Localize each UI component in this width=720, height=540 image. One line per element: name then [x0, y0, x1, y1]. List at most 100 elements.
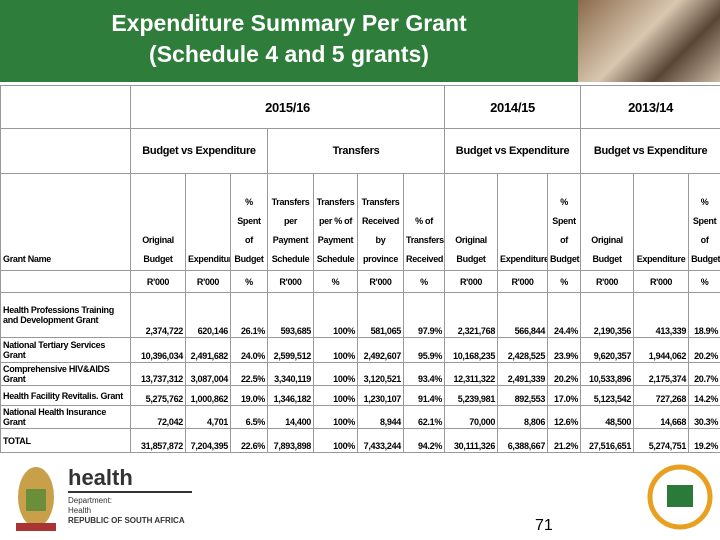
ring: [647, 464, 713, 530]
value-cell: 8,944: [357, 405, 404, 429]
column-header: Transfers per % of Payment Schedule: [313, 173, 358, 271]
value-cell: 31,857,872: [130, 428, 186, 453]
page-number: 71: [535, 517, 553, 534]
title-line: Expenditure Summary Per Grant: [111, 10, 467, 36]
unit-cell: R'000: [444, 270, 499, 293]
grant-name-header: Grant Name: [0, 173, 131, 271]
footer: health Department: Health REPUBLIC OF SO…: [0, 455, 720, 540]
value-cell: 1,230,107: [357, 385, 404, 406]
slide-title: Expenditure Summary Per Grant (Schedule …: [0, 8, 578, 70]
value-cell: 91.4%: [402, 385, 446, 406]
value-cell: 23.9%: [547, 337, 582, 363]
value-cell: 30,111,326: [444, 428, 499, 453]
data-row: National Tertiary Services Grant 10,396,0…: [0, 337, 720, 363]
photo: [578, 0, 720, 82]
column-header: Original Budget: [130, 173, 186, 271]
value-cell: 21.2%: [547, 428, 582, 453]
anniversary-logo: [647, 464, 713, 530]
grant-name: Health Facility Revitalis. Grant: [0, 385, 131, 406]
value-cell: 100%: [313, 362, 358, 386]
value-cell: 12,311,322: [444, 362, 499, 386]
value-cell: 10,168,235: [444, 337, 499, 363]
unit-cell: R'000: [267, 270, 314, 293]
value-cell: 581,065: [357, 292, 404, 338]
value-cell: 24.0%: [230, 337, 268, 363]
value-cell: 95.9%: [402, 337, 446, 363]
value-cell: 20.7%: [688, 362, 720, 386]
value-cell: 24.4%: [547, 292, 582, 338]
shield: [26, 489, 46, 511]
value-cell: 6.5%: [230, 405, 268, 429]
column-header: Expenditure: [633, 173, 690, 271]
value-cell: 17.0%: [547, 385, 582, 406]
value-cell: 70,000: [444, 405, 499, 429]
year-row: 2015/16 2014/15 2013/14: [0, 85, 720, 129]
data-row: TOTAL 31,857,872 7,204,395 22.6% 7,893,898 10…: [0, 428, 720, 453]
value-cell: 620,146: [185, 292, 231, 338]
value-cell: 2,491,682: [185, 337, 231, 363]
group-header: Budget vs Expenditure: [580, 128, 720, 174]
column-header: Transfers Received by province: [357, 173, 404, 271]
unit-cell: %: [547, 270, 582, 293]
value-cell: 9,620,357: [580, 337, 635, 363]
value-cell: 892,553: [497, 385, 549, 406]
group-header: Budget vs Expenditure: [444, 128, 582, 174]
value-cell: 2,321,768: [444, 292, 499, 338]
value-cell: 27,516,651: [580, 428, 635, 453]
value-cell: 2,428,525: [497, 337, 549, 363]
flag: [667, 485, 693, 507]
unit-cell: R'000: [580, 270, 635, 293]
value-cell: 13,737,312: [130, 362, 186, 386]
value-cell: 2,491,339: [497, 362, 549, 386]
data-row: Health Professions Training and Developm…: [0, 292, 720, 338]
value-cell: 727,268: [633, 385, 690, 406]
logo-rule: [68, 491, 192, 493]
value-cell: 62.1%: [402, 405, 446, 429]
value-cell: 4,701: [185, 405, 231, 429]
unit-cell: R'000: [130, 270, 186, 293]
value-cell: 22.6%: [230, 428, 268, 453]
unit-cell: %: [688, 270, 720, 293]
value-cell: 100%: [313, 428, 358, 453]
department-line: REPUBLIC OF SOUTH AFRICA: [68, 516, 185, 525]
unit-cell: R'000: [497, 270, 549, 293]
data-row: Health Facility Revitalis. Grant 5,275,76…: [0, 385, 720, 406]
value-cell: 5,239,981: [444, 385, 499, 406]
grant-name: TOTAL: [0, 428, 131, 453]
column-header: Expenditure: [185, 173, 231, 271]
value-cell: 566,844: [497, 292, 549, 338]
value-cell: 413,339: [633, 292, 690, 338]
column-header: % Spent of Budget: [230, 173, 268, 271]
group-header: Budget vs Expenditure: [130, 128, 268, 174]
department-line: Health: [68, 506, 92, 515]
value-cell: 1,000,862: [185, 385, 231, 406]
year-header: 2015/16: [129, 85, 446, 129]
value-cell: 2,374,722: [130, 292, 186, 338]
value-cell: 30.3%: [688, 405, 720, 429]
units-row: R'000 R'000% R'000% R'000% R'000 R'000% R'000 R…: [0, 270, 720, 293]
value-cell: 100%: [313, 405, 358, 429]
value-cell: 1,944,062: [633, 337, 690, 363]
value-cell: 6,388,667: [497, 428, 549, 453]
motto-band: [16, 523, 56, 531]
group-header: Transfers: [266, 128, 446, 174]
value-cell: 93.4%: [402, 362, 446, 386]
value-cell: 3,087,004: [185, 362, 231, 386]
coat-of-arms: [16, 467, 56, 531]
value-cell: 3,120,521: [357, 362, 404, 386]
value-cell: 100%: [313, 337, 358, 363]
department-line: Department:: [68, 496, 113, 505]
value-cell: 100%: [313, 292, 358, 338]
value-cell: 5,274,751: [633, 428, 690, 453]
group-row: Budget vs Expenditure Transfers Budget vs …: [0, 128, 720, 174]
summary-table: 2015/16 2014/15 2013/14 Budget vs Expenditu…: [0, 85, 720, 453]
data-row: Comprehensive HIV&AIDS Grant 13,737,312 3,…: [0, 362, 720, 386]
value-cell: 7,204,395: [185, 428, 231, 453]
corner-cell: [0, 85, 131, 129]
value-cell: 14.2%: [688, 385, 720, 406]
column-header: Transfers per Payment Schedule: [267, 173, 314, 271]
value-cell: 7,433,244: [357, 428, 404, 453]
value-cell: 2,175,374: [633, 362, 690, 386]
blank-cell: [0, 128, 131, 174]
